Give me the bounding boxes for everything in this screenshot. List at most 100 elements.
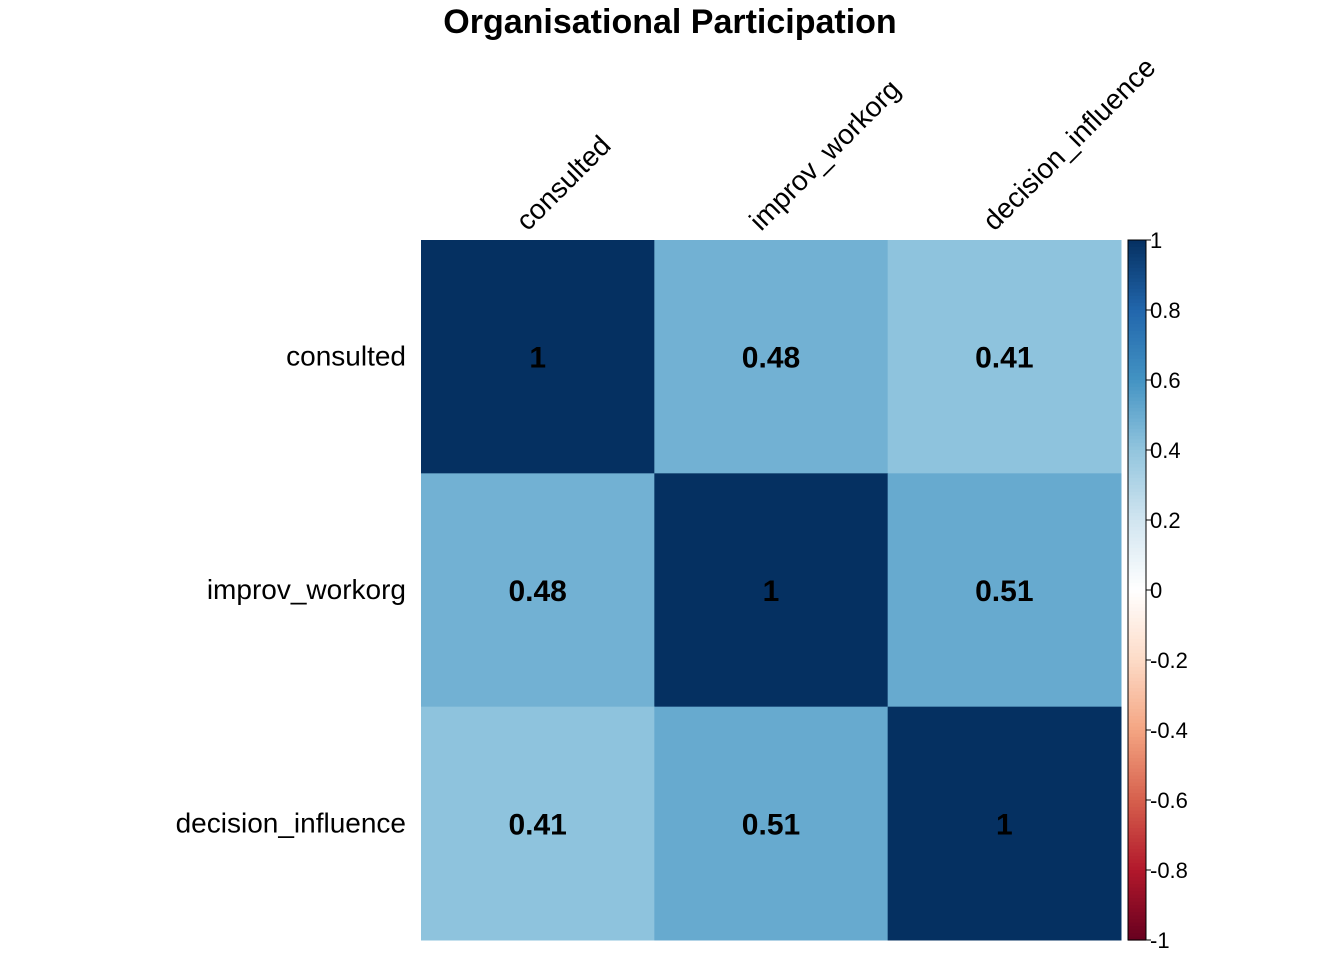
- heatmap-cell: [421, 240, 655, 474]
- colorbar-segment: [1128, 376, 1146, 381]
- colorbar-segment: [1128, 915, 1146, 920]
- colorbar-segment: [1128, 338, 1146, 343]
- colorbar-segment: [1128, 250, 1146, 255]
- row-label: decision_influence: [176, 807, 406, 838]
- row-label: improv_workorg: [207, 574, 406, 605]
- colorbar: 1 0.8 0.6 0.4 0.2 0 -0.2 -0.4 -0.6 -0.8 -1: [1127, 228, 1188, 953]
- colorbar-segment: [1128, 317, 1146, 322]
- colorbar-segment: [1128, 796, 1146, 801]
- heatmap-cell: [654, 473, 889, 708]
- colorbar-segment: [1128, 404, 1146, 409]
- colorbar-segment: [1128, 758, 1146, 763]
- colorbar-segment: [1128, 747, 1146, 752]
- colorbar-segment: [1128, 457, 1146, 462]
- colorbar-segment: [1128, 324, 1146, 329]
- colorbar-segment: [1128, 436, 1146, 441]
- colorbar-segment: [1128, 565, 1146, 570]
- colorbar-segment: [1128, 639, 1146, 644]
- colorbar-segment: [1128, 520, 1146, 525]
- colorbar-segment: [1128, 495, 1146, 500]
- colorbar-segment: [1128, 450, 1146, 455]
- colorbar-segment: [1128, 579, 1146, 584]
- colorbar-segment: [1128, 460, 1146, 465]
- colorbar-segment: [1128, 733, 1146, 738]
- colorbar-segment: [1128, 369, 1146, 374]
- colorbar-segment: [1128, 429, 1146, 434]
- colorbar-segment: [1128, 754, 1146, 759]
- colorbar-segment: [1128, 254, 1146, 259]
- heatmap-cell: [421, 473, 655, 708]
- cell-value-label: 0.48: [508, 575, 566, 608]
- colorbar-segment: [1128, 380, 1146, 385]
- colorbar-segment: [1128, 632, 1146, 637]
- colorbar-segment: [1128, 411, 1146, 416]
- chart-title: Organisational Participation: [443, 3, 896, 41]
- colorbar-segment: [1128, 705, 1146, 710]
- colorbar-segment: [1128, 695, 1146, 700]
- colorbar-segment: [1128, 740, 1146, 745]
- colorbar-segment: [1128, 408, 1146, 413]
- colorbar-segment: [1128, 908, 1146, 913]
- colorbar-segment: [1128, 523, 1146, 528]
- colorbar-segment: [1128, 289, 1146, 294]
- colorbar-segment: [1128, 905, 1146, 910]
- colorbar-segment: [1128, 768, 1146, 773]
- heatmap-cell: [887, 706, 1122, 941]
- colorbar-segment: [1128, 824, 1146, 829]
- colorbar-segment: [1128, 306, 1146, 311]
- colorbar-segment: [1128, 807, 1146, 812]
- colorbar-segment: [1128, 352, 1146, 357]
- colorbar-segment: [1128, 327, 1146, 332]
- colorbar-segment: [1128, 485, 1146, 490]
- colorbar-segment: [1128, 548, 1146, 553]
- heatmap-cells: 1 0.48 0.41 0.48 1 0.51 0.41 0.51 1: [421, 240, 1122, 941]
- heatmap-cell: [887, 240, 1122, 474]
- colorbar-segment: [1128, 845, 1146, 850]
- colorbar-segment: [1128, 310, 1146, 315]
- colorbar-segment: [1128, 649, 1146, 654]
- colorbar-segment: [1128, 320, 1146, 325]
- colorbar-segment: [1128, 527, 1146, 532]
- colorbar-segment: [1128, 887, 1146, 892]
- colorbar-segment: [1128, 782, 1146, 787]
- colorbar-segment: [1128, 359, 1146, 364]
- colorbar-segment: [1128, 576, 1146, 581]
- colorbar-segment: [1128, 513, 1146, 518]
- colorbar-tick-label: 0.2: [1150, 508, 1181, 533]
- colorbar-segment: [1128, 278, 1146, 283]
- colorbar-segment: [1128, 345, 1146, 350]
- colorbar-segment: [1128, 509, 1146, 514]
- colorbar-segment: [1128, 656, 1146, 661]
- colorbar-segment: [1128, 331, 1146, 336]
- colorbar-segment: [1128, 856, 1146, 861]
- cell-value-label: 1: [763, 575, 780, 608]
- colorbar-segment: [1128, 555, 1146, 560]
- colorbar-segment: [1128, 506, 1146, 511]
- colorbar-segment: [1128, 723, 1146, 728]
- colorbar-segment: [1128, 688, 1146, 693]
- colorbar-segment: [1128, 478, 1146, 483]
- colorbar-segment: [1128, 467, 1146, 472]
- colorbar-segment: [1128, 282, 1146, 287]
- colorbar-segment: [1128, 481, 1146, 486]
- colorbar-tick-label: 0: [1150, 578, 1162, 603]
- colorbar-segment: [1128, 383, 1146, 388]
- colorbar-segment: [1128, 628, 1146, 633]
- colorbar-segment: [1128, 401, 1146, 406]
- colorbar-segment: [1128, 446, 1146, 451]
- colorbar-segment: [1128, 891, 1146, 896]
- colorbar-segment: [1128, 884, 1146, 889]
- colorbar-segment: [1128, 751, 1146, 756]
- colorbar-segment: [1128, 355, 1146, 360]
- heatmap-cell: [421, 706, 655, 941]
- colorbar-segment: [1128, 880, 1146, 885]
- colorbar-segment: [1128, 842, 1146, 847]
- colorbar-segment: [1128, 611, 1146, 616]
- column-labels: consulted improv_workorg decision_influenc…: [510, 51, 1161, 236]
- colorbar-segment: [1128, 894, 1146, 899]
- column-label: consulted: [510, 130, 617, 237]
- colorbar-segment: [1128, 929, 1146, 934]
- colorbar-segment: [1128, 537, 1146, 542]
- colorbar-segment: [1128, 765, 1146, 770]
